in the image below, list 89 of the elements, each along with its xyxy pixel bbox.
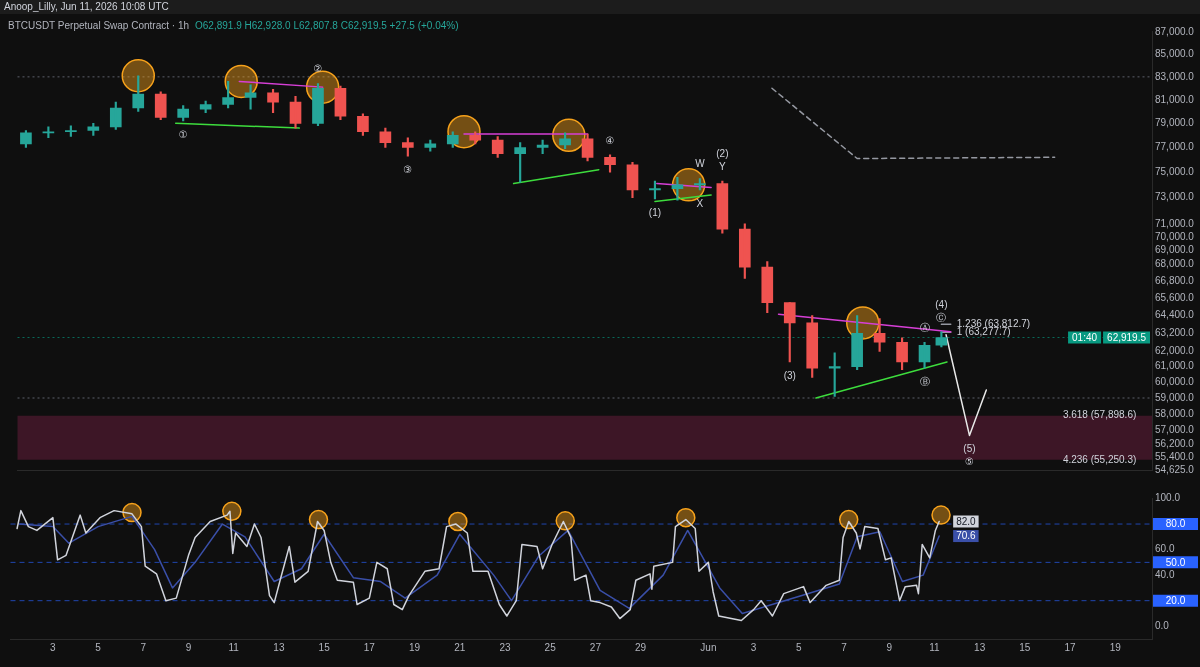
annotation: ⑤ <box>964 456 974 468</box>
y-tick-label: 59,000.0 <box>1155 391 1195 403</box>
x-tick-label: 13 <box>273 641 285 653</box>
x-tick-label: 29 <box>635 641 647 653</box>
x-tick-label: 27 <box>589 641 602 653</box>
x-tick-label: 3 <box>750 641 757 653</box>
data-label: 70.6 <box>956 530 977 542</box>
x-tick-label: 21 <box>454 641 466 653</box>
y-tick-label: 62,000.0 <box>1155 345 1195 357</box>
text: Anoop_Lilly, Jun 11, 2026 10:08 UTC <box>0 0 1200 14</box>
ref-line-label: 20.0 <box>1165 594 1186 606</box>
x-tick-label: 17 <box>363 641 376 653</box>
y-tick-label: 70,000.0 <box>1155 230 1195 242</box>
y-tick-label: 87,000.0 <box>1155 26 1195 38</box>
annotation: (4) <box>935 298 948 310</box>
x-tick-label: 17 <box>1064 641 1077 653</box>
y-tick-label: 66,800.0 <box>1155 274 1195 286</box>
y-tick-label: 60.0 <box>1155 543 1175 555</box>
annotation: Ⓑ <box>919 375 930 387</box>
y-tick-label: 64,400.0 <box>1155 309 1195 321</box>
candlestick <box>222 81 234 109</box>
point <box>222 501 242 522</box>
x-tick-label: 25 <box>544 641 557 653</box>
annotation: X <box>696 197 704 209</box>
y-tick-label: 60,000.0 <box>1155 375 1195 387</box>
annotation: ① <box>178 128 188 140</box>
annotation: (1) <box>648 206 662 218</box>
annotation: Ⓒ <box>936 311 947 323</box>
annotation: 3.618 (57,898.6) <box>1062 409 1137 421</box>
y-tick-label: 68,000.0 <box>1155 258 1195 270</box>
annotation: ④ <box>605 134 615 146</box>
annotation: 4.236 (55,250.3) <box>1062 453 1137 465</box>
ref-line-label: 80.0 <box>1165 518 1186 530</box>
x-tick-label: 5 <box>95 641 102 653</box>
candlestick <box>402 137 414 157</box>
y-tick-label: 58,000.0 <box>1155 407 1195 419</box>
x-tick-label: 7 <box>841 641 848 653</box>
x-tick-label: Jun <box>700 641 717 653</box>
y-tick-label: 54,625.0 <box>1155 464 1195 476</box>
annotation: (3) <box>783 369 796 381</box>
y-tick-label: 75,000.0 <box>1155 165 1195 177</box>
x-tick-label: 3 <box>50 641 57 653</box>
chart-title: BTCUSDT Perpetual Swap Contract · 1h <box>8 20 190 31</box>
y-tick-label: 40.0 <box>1155 568 1175 580</box>
y-tick-label: 71,000.0 <box>1155 217 1195 229</box>
ref-line-label: 50.0 <box>1165 556 1186 568</box>
y-tick-label: 100.0 <box>1155 492 1181 504</box>
data-label: 82.0 <box>956 515 977 527</box>
point <box>838 509 859 530</box>
x-tick-label: 7 <box>140 641 147 653</box>
y-tick-label: 56,200.0 <box>1155 437 1195 449</box>
candlestick <box>828 352 841 397</box>
y-tick-label: 83,000.0 <box>1155 70 1195 82</box>
annotation: (5) <box>963 443 976 455</box>
y-tick-label: 73,000.0 <box>1155 191 1195 203</box>
x-tick-label: 15 <box>1019 641 1031 653</box>
y-tick-label: 79,000.0 <box>1155 117 1195 129</box>
x-tick-label: 13 <box>974 641 986 653</box>
x-tick-label: 11 <box>929 641 941 653</box>
point <box>121 58 155 93</box>
x-tick-label: 9 <box>185 641 192 653</box>
y-tick-label: 85,000.0 <box>1155 48 1195 60</box>
point <box>931 505 951 525</box>
chart-subtitle: O62,891.9 H62,928.0 L62,807.8 C62,919.5 +27.5 (+0.04%) <box>195 20 459 31</box>
y-tick-label: 55,400.0 <box>1155 450 1195 462</box>
annotation: ③ <box>403 163 413 175</box>
point <box>448 511 468 532</box>
x-tick-label: 23 <box>499 641 511 653</box>
annotation: Y <box>719 160 727 172</box>
annotation: (2) <box>716 147 729 159</box>
x-tick-label: 11 <box>228 641 240 653</box>
x-tick-label: 19 <box>408 641 421 653</box>
point <box>308 509 329 530</box>
y-tick-label: 69,000.0 <box>1155 244 1195 256</box>
y-tick-label: 61,000.0 <box>1155 360 1195 372</box>
x-tick-label: 19 <box>1109 641 1122 653</box>
point <box>555 511 575 531</box>
y-tick-label: 63,200.0 <box>1155 327 1195 339</box>
y-tick-label: 0.0 <box>1155 619 1170 631</box>
point <box>676 507 696 528</box>
y-tick-label: 65,600.0 <box>1155 291 1195 303</box>
y-tick-label: 57,000.0 <box>1155 424 1195 436</box>
candlestick <box>65 125 77 137</box>
x-tick-label: 9 <box>886 641 893 653</box>
y-tick-label: 81,000.0 <box>1155 93 1195 105</box>
y-tick-label: 77,000.0 <box>1155 141 1195 153</box>
x-tick-label: 5 <box>796 641 803 653</box>
annotation: W <box>695 158 706 170</box>
x-tick-label: 15 <box>318 641 331 653</box>
